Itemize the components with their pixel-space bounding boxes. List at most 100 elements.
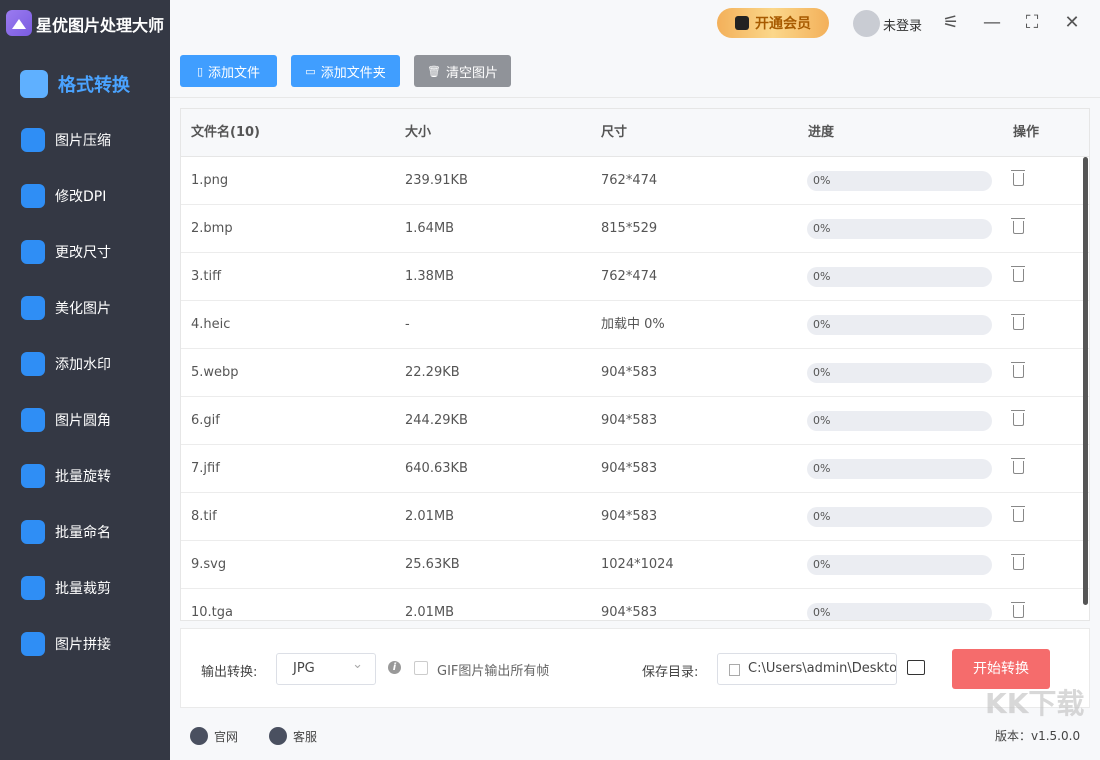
beautify-icon [21, 296, 45, 320]
website-link[interactable]: 官网 [190, 727, 238, 745]
service-link[interactable]: 客服 [269, 727, 317, 745]
file-dimensions: 762*474 [601, 173, 658, 188]
rotate-icon [21, 464, 45, 488]
scrollbar[interactable] [1083, 157, 1088, 605]
open-folder-icon[interactable] [907, 660, 925, 675]
output-settings: 输出转换: JPG i GIF图片输出所有帧 保存目录: C:\Users\ad… [180, 628, 1090, 708]
delete-icon[interactable] [1011, 218, 1025, 234]
stitch-icon [21, 632, 45, 656]
sidebar-item-7[interactable]: 批量旋转 [0, 452, 170, 500]
table-row[interactable]: 3.tiff 1.38MB 762*474 0% [181, 253, 1089, 301]
add-file-button[interactable]: ▯ 添加文件 [180, 55, 277, 87]
col-progress: 进度 [808, 125, 835, 140]
rename-icon [21, 520, 45, 544]
clear-images-button[interactable]: 🗑 清空图片 [414, 55, 511, 87]
vip-button[interactable]: 开通会员 [717, 8, 829, 38]
start-convert-button[interactable]: 开始转换 [952, 649, 1050, 689]
sidebar-item-label: 批量裁剪 [55, 581, 111, 597]
sidebar-item-label: 格式转换 [58, 75, 130, 96]
save-path-input[interactable]: C:\Users\admin\Deskto [717, 653, 897, 685]
file-icon: ▯ [196, 64, 204, 78]
avatar[interactable] [853, 10, 880, 37]
settings-icon[interactable]: ⚟ [942, 12, 960, 33]
gif-frames-label: GIF图片输出所有帧 [437, 664, 550, 679]
delete-icon[interactable] [1011, 458, 1025, 474]
app-logo-icon [6, 10, 32, 36]
sidebar: 星优图片处理大师 格式转换 图片压缩 修改DPI 更改尺寸 美化图片 添加水印 图片圆角 批量… [0, 0, 170, 760]
table-row[interactable]: 1.png 239.91KB 762*474 0% [181, 157, 1089, 205]
file-size: 2.01MB [405, 509, 455, 524]
file-size: 1.38MB [405, 269, 455, 284]
version-text: 版本：v1.5.0.0 [995, 729, 1081, 743]
table-header: 文件名(10) 大小 尺寸 进度 操作 [181, 109, 1089, 157]
file-dimensions: 904*583 [601, 461, 658, 476]
col-dimensions: 尺寸 [601, 125, 628, 140]
table-row[interactable]: 4.heic - 加载中 0% 0% [181, 301, 1089, 349]
sidebar-item-1[interactable]: 图片压缩 [0, 116, 170, 164]
file-name: 4.heic [191, 317, 231, 332]
browser-icon [190, 727, 208, 745]
delete-icon[interactable] [1011, 506, 1025, 522]
delete-icon[interactable] [1011, 266, 1025, 282]
file-dimensions: 762*474 [601, 269, 658, 284]
sidebar-item-2[interactable]: 修改DPI [0, 172, 170, 220]
file-size: 1.64MB [405, 221, 455, 236]
sidebar-item-8[interactable]: 批量命名 [0, 508, 170, 556]
file-size: 2.01MB [405, 605, 455, 620]
sidebar-item-label: 图片拼接 [55, 637, 111, 653]
file-dimensions: 904*583 [601, 509, 658, 524]
table-row[interactable]: 7.jfif 640.63KB 904*583 0% [181, 445, 1089, 493]
file-dimensions: 904*583 [601, 413, 658, 428]
crop-icon [21, 576, 45, 600]
table-row[interactable]: 2.bmp 1.64MB 815*529 0% [181, 205, 1089, 253]
add-folder-label: 添加文件夹 [320, 65, 386, 81]
file-dimensions: 904*583 [601, 605, 658, 620]
sidebar-item-4[interactable]: 美化图片 [0, 284, 170, 332]
file-name: 9.svg [191, 557, 227, 572]
progress-bar: 0% [807, 315, 992, 335]
file-name: 5.webp [191, 365, 239, 380]
progress-bar: 0% [807, 459, 992, 479]
output-format-label: 输出转换: [201, 665, 258, 680]
close-icon[interactable]: ✕ [1064, 12, 1080, 33]
sidebar-item-label: 美化图片 [55, 301, 111, 317]
progress-bar: 0% [807, 555, 992, 575]
delete-icon[interactable] [1011, 314, 1025, 330]
file-dimensions: 1024*1024 [601, 557, 674, 572]
gif-frames-checkbox[interactable] [414, 661, 428, 675]
add-folder-button[interactable]: ▭ 添加文件夹 [291, 55, 400, 87]
delete-icon[interactable] [1011, 554, 1025, 570]
info-icon[interactable]: i [388, 661, 401, 674]
file-size: 239.91KB [405, 173, 468, 188]
file-name: 7.jfif [191, 461, 220, 476]
maximize-icon[interactable]: ⛶ [1025, 12, 1039, 33]
sidebar-item-5[interactable]: 添加水印 [0, 340, 170, 388]
table-row[interactable]: 6.gif 244.29KB 904*583 0% [181, 397, 1089, 445]
file-name: 3.tiff [191, 269, 222, 284]
progress-bar: 0% [807, 603, 992, 620]
table-row[interactable]: 8.tif 2.01MB 904*583 0% [181, 493, 1089, 541]
delete-icon[interactable] [1011, 362, 1025, 378]
sidebar-item-6[interactable]: 图片圆角 [0, 396, 170, 444]
progress-bar: 0% [807, 363, 992, 383]
sidebar-item-0[interactable]: 格式转换 [0, 60, 170, 108]
minimize-icon[interactable]: — [983, 12, 1001, 33]
sidebar-item-label: 批量命名 [55, 525, 111, 541]
file-size: - [405, 317, 410, 332]
file-name: 10.tga [191, 605, 233, 620]
table-row[interactable]: 5.webp 22.29KB 904*583 0% [181, 349, 1089, 397]
table-row[interactable]: 9.svg 25.63KB 1024*1024 0% [181, 541, 1089, 589]
watermark-icon [21, 352, 45, 376]
sidebar-item-9[interactable]: 批量裁剪 [0, 564, 170, 612]
delete-icon[interactable] [1011, 170, 1025, 186]
sidebar-item-10[interactable]: 图片拼接 [0, 620, 170, 668]
table-row[interactable]: 10.tga 2.01MB 904*583 0% [181, 589, 1089, 620]
sidebar-item-3[interactable]: 更改尺寸 [0, 228, 170, 276]
delete-icon[interactable] [1011, 602, 1025, 618]
format-select[interactable]: JPG [276, 650, 376, 685]
progress-bar: 0% [807, 411, 992, 431]
dpi-icon [21, 184, 45, 208]
delete-icon[interactable] [1011, 410, 1025, 426]
folder-icon: ▭ [305, 64, 316, 78]
login-link[interactable]: 未登录 [883, 19, 923, 34]
